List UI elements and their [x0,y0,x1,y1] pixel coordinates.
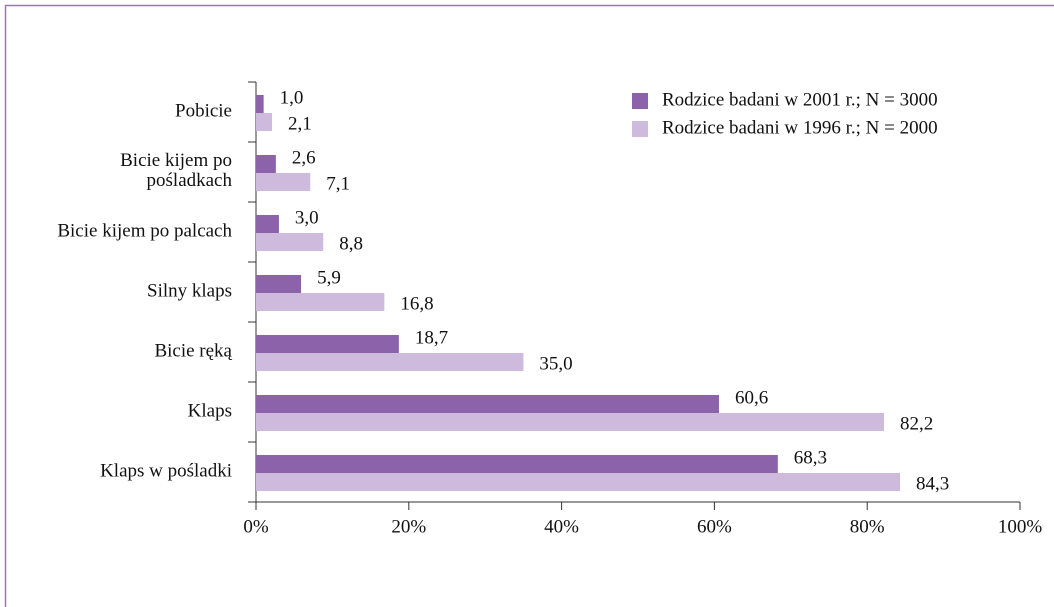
y-tick-label: Klaps [188,400,232,421]
bar [256,113,273,131]
value-label: 16,8 [400,293,433,314]
legend-label: Rodzice badani w 2001 r.; N = 3000 [662,89,938,110]
value-label: 18,7 [415,327,448,348]
bar [256,473,901,491]
x-tick-label: 0% [243,516,269,537]
value-label: 7,1 [326,173,350,194]
bar [256,293,385,311]
bar [256,455,778,473]
x-tick-label: 40% [544,516,579,537]
value-label: 2,6 [292,147,316,168]
y-tick-label: Bicie kijem po pośladkach [120,150,232,191]
bar [256,395,719,413]
x-tick-label: 20% [391,516,426,537]
value-label: 84,3 [916,473,949,494]
value-label: 8,8 [339,233,363,254]
value-label: 1,0 [280,87,304,108]
bar [256,155,276,173]
legend-label: Rodzice badani w 1996 r.; N = 2000 [662,117,938,138]
x-tick-label: 80% [850,516,885,537]
value-label: 3,0 [295,207,319,228]
y-tick-label: Bicie kijem po palcach [57,220,232,241]
value-label: 2,1 [288,113,312,134]
y-tick-label: Silny klaps [147,280,232,301]
y-tick-label: Bicie ręką [154,340,232,361]
bar [256,413,885,431]
value-label: 68,3 [794,447,827,468]
bar [256,275,302,293]
value-label: 35,0 [539,353,572,374]
bar [256,173,311,191]
x-tick-label: 100% [998,516,1043,537]
bar [256,233,324,251]
bar [256,353,524,371]
frame [4,4,1054,607]
value-label: 5,9 [317,267,341,288]
y-tick-label: Klaps w pośladki [100,460,232,481]
legend-swatch [632,121,648,137]
value-label: 60,6 [735,387,768,408]
value-label: 82,2 [900,413,933,434]
bar [256,335,399,353]
y-tick-label: Pobicie [175,100,232,121]
bar [256,95,264,113]
x-tick-label: 60% [697,516,732,537]
bar [256,215,279,233]
legend-swatch [632,93,648,109]
